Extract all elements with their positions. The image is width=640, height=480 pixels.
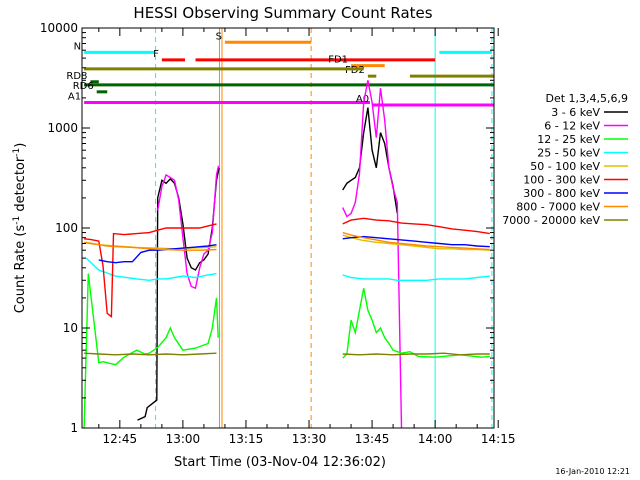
y-axis-label: Count Rate (s-1 detector-1) xyxy=(12,143,28,314)
legend-label: 7000 - 20000 keV xyxy=(502,214,600,227)
x-tick-label: 13:30 xyxy=(292,432,327,446)
timestamp: 16-Jan-2010 12:21 xyxy=(555,467,630,476)
flag-label: N xyxy=(74,41,81,52)
chart-title: HESSI Observing Summary Count Rates xyxy=(133,4,432,22)
series-line xyxy=(98,235,490,264)
plot-frame xyxy=(81,27,495,429)
x-tick-label: 12:45 xyxy=(103,432,138,446)
ylabel-sup2: -1 xyxy=(12,148,22,157)
legend-label: 800 - 7000 keV xyxy=(516,201,600,214)
flag-label: A1 xyxy=(68,91,81,102)
legend-label: 100 - 300 keV xyxy=(523,174,600,187)
series-line xyxy=(83,231,490,251)
series-line xyxy=(157,80,403,429)
x-tick-label: 13:45 xyxy=(355,432,390,446)
flag-label: F xyxy=(153,49,159,60)
series-line xyxy=(85,257,490,282)
ylabel-main: Count Rate (s xyxy=(13,225,28,314)
y-tick-label: 10000 xyxy=(40,21,78,35)
x-axis-label: Start Time (03-Nov-04 12:36:02) xyxy=(174,455,386,470)
flag-label: S xyxy=(216,31,222,42)
series-line xyxy=(137,107,398,421)
series-line xyxy=(83,273,490,429)
ylabel-sup1: -1 xyxy=(12,216,22,225)
legend-label: 25 - 50 keV xyxy=(537,147,600,160)
ylabel-mid: detector xyxy=(13,156,28,216)
x-tick-label: 13:00 xyxy=(166,432,201,446)
flag-label: RD8 xyxy=(66,71,87,82)
legend-label: 12 - 25 keV xyxy=(537,133,600,146)
legend-label: 300 - 800 keV xyxy=(523,187,600,200)
y-axis: 1 10 100 1000 10000 xyxy=(40,21,494,435)
ylabel-end: ) xyxy=(13,143,28,148)
flag-label: FD2 xyxy=(345,65,365,76)
flag-label: RD6 xyxy=(73,81,94,92)
x-tick-label: 14:15 xyxy=(481,432,516,446)
legend-label: 6 - 12 keV xyxy=(544,120,600,133)
legend-title: Det 1,3,4,5,6,9 xyxy=(545,92,628,105)
x-axis: 12:45 13:00 13:15 13:30 13:45 14:00 14:15 xyxy=(98,28,516,446)
y-tick-label: 1 xyxy=(70,421,78,435)
flag-label: FD1 xyxy=(328,55,348,66)
y-tick-label: 1000 xyxy=(47,121,78,135)
x-tick-label: 14:00 xyxy=(418,432,453,446)
legend-label: 3 - 6 keV xyxy=(551,106,600,119)
series-line xyxy=(84,217,490,318)
legend-label: 50 - 100 keV xyxy=(530,160,600,173)
series-line xyxy=(84,352,490,356)
x-tick-label: 13:15 xyxy=(229,432,264,446)
flag-label: A0 xyxy=(356,94,369,105)
y-tick-label: 100 xyxy=(55,221,78,235)
y-tick-label: 10 xyxy=(63,321,78,335)
